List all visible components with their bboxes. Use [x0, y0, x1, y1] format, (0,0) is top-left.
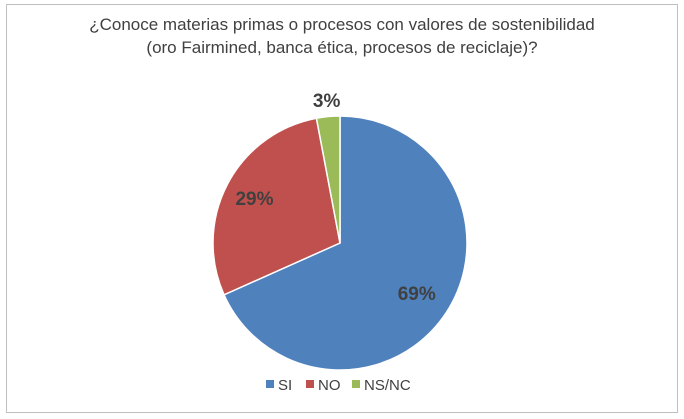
pie-slice-no: [212, 117, 341, 296]
data-label: 69%: [398, 284, 436, 305]
data-label: 29%: [235, 189, 273, 210]
legend-label: NS/NC: [364, 377, 411, 394]
chart-title-line2: (oro Fairmined, banca ética, procesos de…: [146, 38, 538, 57]
legend-label: NO: [318, 377, 341, 394]
pie-slice-si: [223, 115, 468, 371]
legend-swatch: [352, 380, 360, 388]
chart-title: ¿Conoce materias primas o procesos con v…: [0, 13, 684, 59]
legend-swatch: [306, 380, 314, 388]
chart-title-line1: ¿Conoce materias primas o procesos con v…: [89, 15, 595, 34]
legend-label: SI: [278, 377, 292, 394]
legend-swatch: [266, 380, 274, 388]
data-label: 3%: [313, 91, 341, 112]
pie-slice-nsnc: [315, 115, 341, 244]
